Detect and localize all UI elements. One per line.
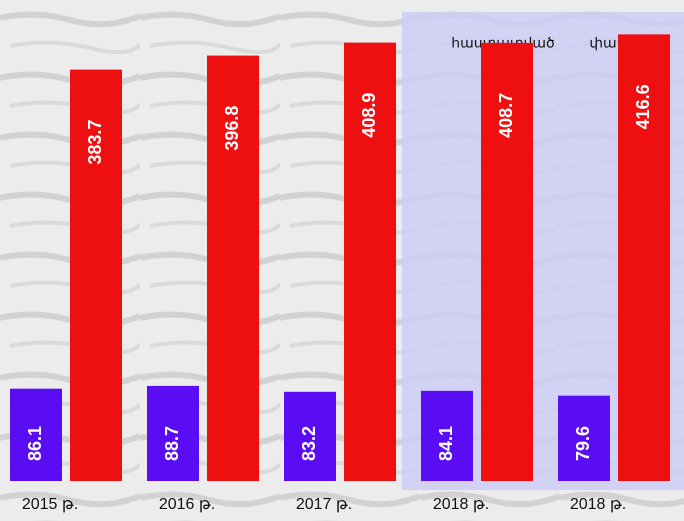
value-label: 79.6 <box>573 426 593 461</box>
bar <box>344 42 396 482</box>
bar <box>618 34 670 481</box>
bar <box>70 69 122 481</box>
x-tick-label: 2015 թ. <box>22 496 78 513</box>
value-label: 408.7 <box>496 93 516 138</box>
value-label: 408.9 <box>359 93 379 138</box>
bar <box>207 55 259 482</box>
value-label: 83.2 <box>299 426 319 461</box>
x-tick-label: 2018 թ. <box>570 496 626 513</box>
bar <box>481 42 533 482</box>
value-label: 416.6 <box>633 84 653 129</box>
x-tick-label: 2018 թ. <box>433 496 489 513</box>
bar <box>558 395 610 481</box>
value-label: 86.1 <box>25 426 45 461</box>
bar <box>147 385 199 481</box>
value-label: 88.7 <box>162 426 182 461</box>
x-tick-label: 2017 թ. <box>296 496 352 513</box>
bar <box>284 391 336 481</box>
value-label: 84.1 <box>436 426 456 461</box>
x-tick-label: 2016 թ. <box>159 496 215 513</box>
bar <box>421 390 473 481</box>
bar <box>10 388 62 481</box>
value-label: 396.8 <box>222 106 242 151</box>
value-label: 383.7 <box>85 120 105 165</box>
